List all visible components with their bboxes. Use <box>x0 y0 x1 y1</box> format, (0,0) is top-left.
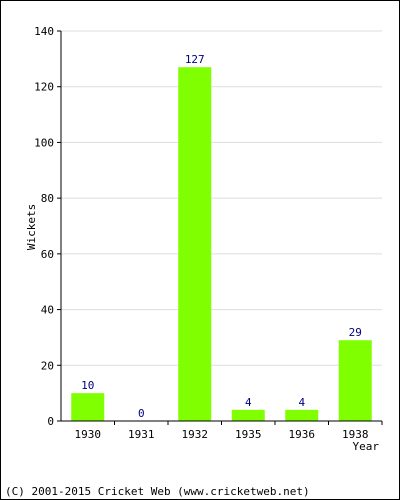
y-tick-label: 40 <box>41 304 54 317</box>
x-tick-label-1930: 1930 <box>75 428 102 441</box>
y-tick-label: 140 <box>34 25 54 38</box>
bar-1936 <box>285 409 319 421</box>
y-tick-labels: 0 20 40 60 80 100 120 140 <box>34 25 54 428</box>
data-label-1936: 4 <box>298 396 305 409</box>
bar-1930 <box>71 393 105 421</box>
y-tick-label: 100 <box>34 136 54 149</box>
y-axis-title: Wickets <box>25 204 38 250</box>
x-tick-label-1936: 1936 <box>289 428 316 441</box>
data-label-1935: 4 <box>245 396 252 409</box>
x-axis-title: Year <box>353 440 380 453</box>
x-tick-label-1935: 1935 <box>235 428 262 441</box>
bars <box>71 67 372 421</box>
y-tick-label: 80 <box>41 192 54 205</box>
x-tick-labels: 1930 1931 1932 1935 1936 1938 <box>75 428 369 441</box>
y-tick-label: 120 <box>34 81 54 94</box>
x-tick-label-1932: 1932 <box>182 428 209 441</box>
data-labels: 10 0 127 4 4 29 <box>81 53 362 420</box>
x-tick-label-1931: 1931 <box>128 428 155 441</box>
data-label-1931: 0 <box>138 407 145 420</box>
y-tick-label: 20 <box>41 359 54 372</box>
axes <box>57 30 383 425</box>
bar-1932 <box>178 67 212 421</box>
bar-1935 <box>231 409 265 421</box>
y-tick-label: 60 <box>41 248 54 261</box>
data-label-1930: 10 <box>81 379 94 392</box>
x-tick-label-1938: 1938 <box>342 428 369 441</box>
data-label-1932: 127 <box>185 53 205 66</box>
data-label-1938: 29 <box>349 326 362 339</box>
copyright-notice: (C) 2001-2015 Cricket Web (www.cricketwe… <box>5 485 310 498</box>
bar-1938 <box>338 340 372 421</box>
gridlines <box>61 30 382 366</box>
y-tick-label: 0 <box>47 415 54 428</box>
